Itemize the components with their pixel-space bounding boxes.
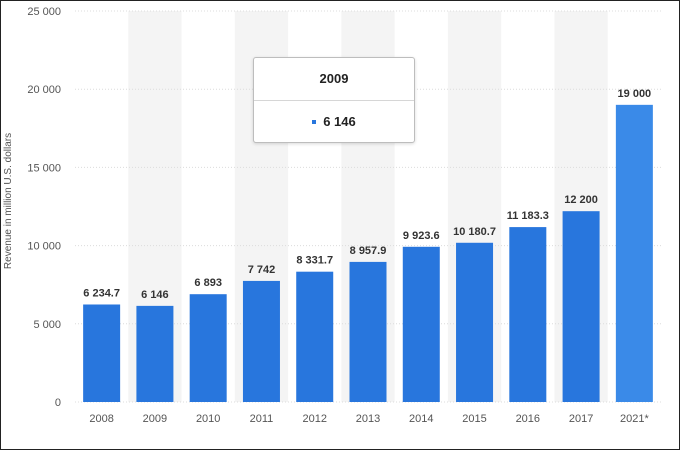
x-tick-label: 2010 (196, 413, 220, 425)
data-label: 9 923.6 (403, 230, 440, 242)
bar[interactable] (509, 227, 547, 402)
y-tick-label: 25 000 (27, 6, 61, 18)
data-label: 7 742 (248, 264, 276, 276)
data-label: 8 957.9 (350, 245, 387, 257)
bar[interactable] (83, 304, 121, 402)
data-label: 8 331.7 (296, 255, 333, 267)
data-label: 11 183.3 (507, 210, 549, 222)
data-label: 12 200 (564, 194, 598, 206)
data-label: 6 146 (141, 289, 169, 301)
x-tick-label: 2014 (409, 413, 433, 425)
data-label: 19 000 (618, 88, 652, 100)
y-tick-label: 5 000 (33, 319, 61, 331)
x-tick-label: 2013 (356, 413, 380, 425)
x-tick-label: 2021* (620, 413, 649, 425)
data-label: 6 234.7 (83, 287, 120, 299)
bar[interactable] (189, 294, 227, 402)
bar[interactable] (562, 211, 600, 402)
x-tick-label: 2012 (302, 413, 326, 425)
bar[interactable] (615, 104, 653, 402)
x-tick-label: 2008 (89, 413, 113, 425)
x-tick-label: 2009 (143, 413, 167, 425)
tooltip: 2009 6 146 (253, 57, 415, 143)
x-tick-label: 2015 (462, 413, 486, 425)
bar[interactable] (242, 280, 280, 402)
bar[interactable] (136, 305, 174, 402)
bar[interactable] (296, 271, 334, 402)
tooltip-body: 6 146 (254, 101, 414, 142)
y-tick-label: 0 (55, 397, 61, 409)
tooltip-title: 2009 (254, 58, 414, 101)
x-tick-label: 2011 (250, 413, 274, 425)
bar[interactable] (402, 246, 440, 402)
data-label: 6 893 (194, 277, 222, 289)
data-label: 10 180.7 (453, 226, 496, 238)
bar[interactable] (456, 242, 494, 402)
series-dot-icon (312, 119, 317, 124)
x-tick-label: 2016 (516, 413, 540, 425)
y-tick-label: 10 000 (27, 241, 61, 253)
tooltip-value: 6 146 (323, 114, 356, 129)
bar[interactable] (349, 261, 387, 402)
x-tick-label: 2017 (569, 413, 593, 425)
y-tick-label: 15 000 (27, 162, 61, 174)
y-axis-label: Revenue in million U.S. dollars (3, 133, 14, 269)
y-tick-label: 20 000 (27, 84, 61, 96)
